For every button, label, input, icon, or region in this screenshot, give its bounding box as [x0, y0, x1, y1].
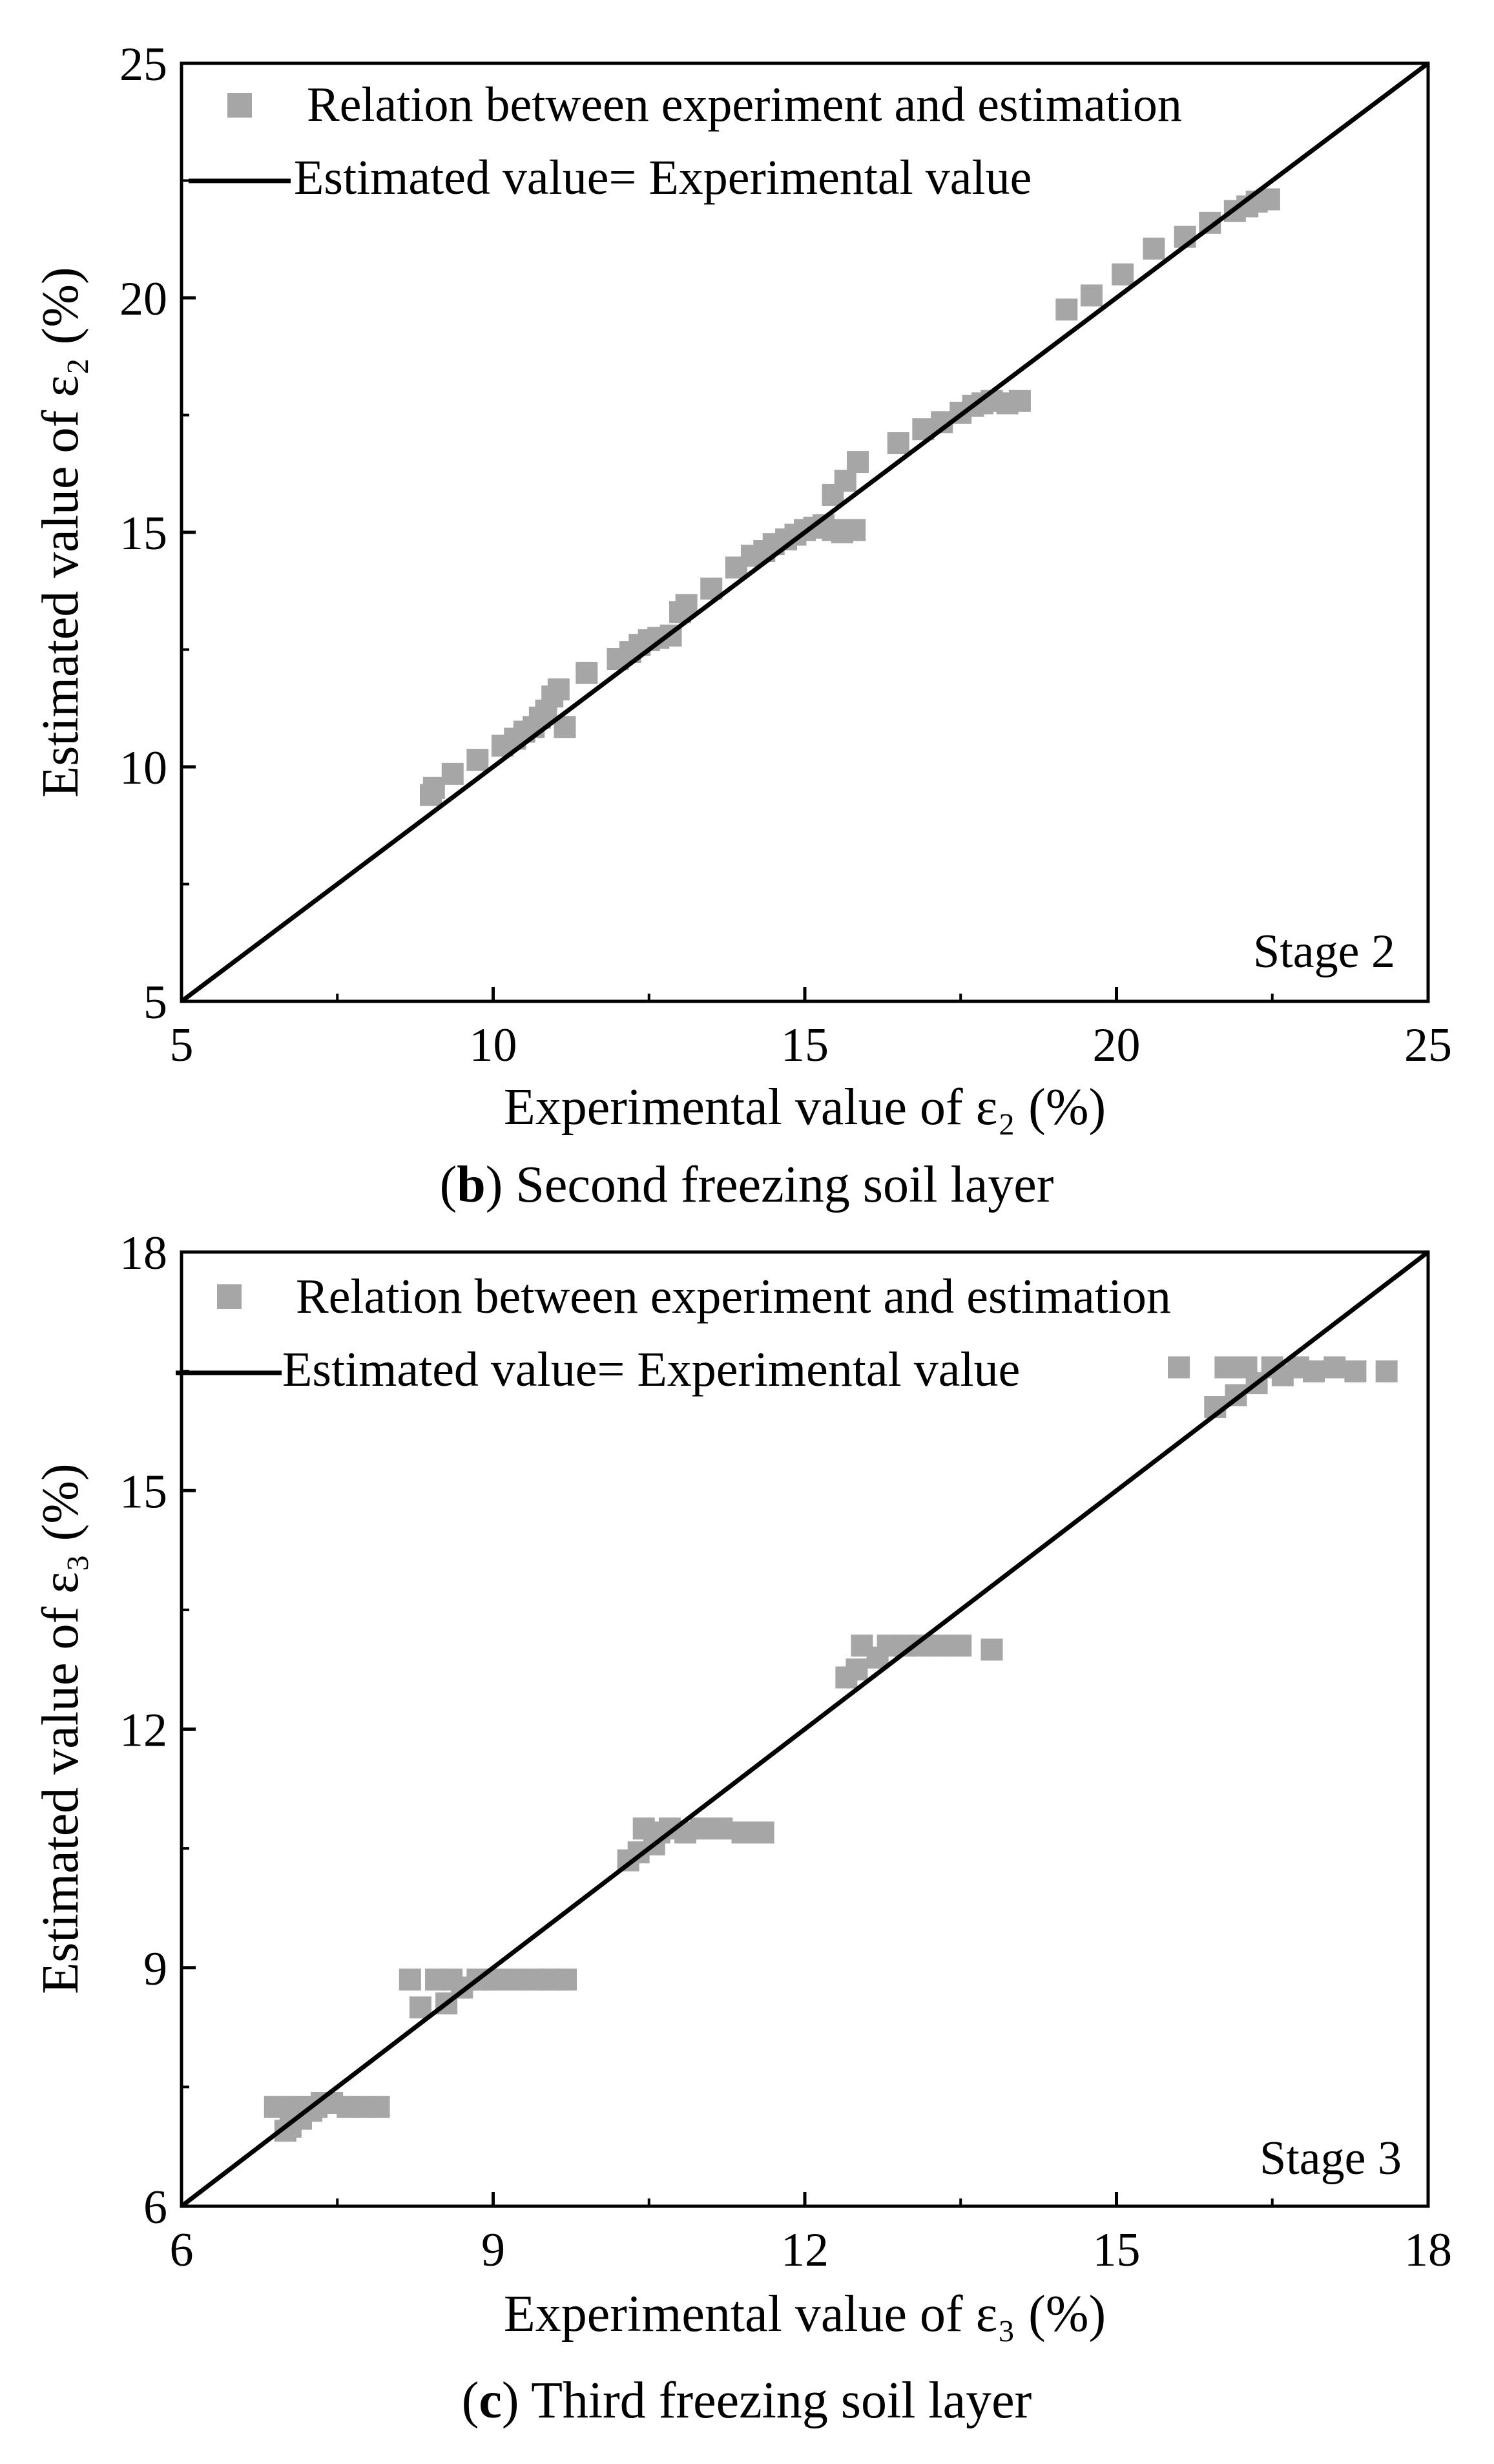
panel-b-data-point	[1258, 188, 1280, 211]
panel-c-x-tick-label: 6	[170, 2224, 194, 2277]
panel-c-y-tick-label: 15	[119, 1465, 167, 1518]
panel-b-x-tick-label: 20	[1093, 1019, 1141, 1072]
panel-c-y-axis-label: Estimated value of ε₃ (%)	[32, 1463, 89, 1994]
panel-b-data-point	[1008, 390, 1031, 412]
panel-b-data-point	[422, 777, 445, 799]
panel-b-data-point	[1055, 298, 1078, 321]
panel-b-caption-text: Second freezing soil layer	[515, 1156, 1053, 1213]
panel-c-tick-labels: 66 9 9 12 12 15 15 18 18	[119, 1227, 1452, 2277]
panel-c-data-point	[1323, 1356, 1346, 1379]
chart-panel-c: 66 9 9 12 12 15 15 18 18 Relation between experi…	[32, 1227, 1452, 2429]
panel-c-x-tick-label: 12	[781, 2224, 829, 2277]
panel-b-y-tick-label: 5	[143, 976, 167, 1029]
panel-b-stage-label: Stage 2	[1253, 925, 1395, 978]
panel-c-scatter-points	[264, 1356, 1398, 2142]
panel-c-data-point	[949, 1634, 972, 1657]
panel-c-caption-text: Third freezing soil layer	[531, 2372, 1032, 2429]
panel-b-x-tick-label: 15	[781, 1019, 829, 1072]
panel-b-x-tick-label: 25	[1404, 1019, 1452, 1072]
panel-b-tick-labels: 55 10 10 15 15 20 20 25 25	[119, 38, 1452, 1072]
panel-c-y-tick-label: 9	[143, 1943, 167, 1996]
panel-b-caption-letter: b	[457, 1156, 486, 1213]
panel-c-x-tick-label: 15	[1093, 2224, 1141, 2277]
panel-c-x-tick-label: 9	[481, 2224, 505, 2277]
panel-c-x-axis-label: Experimental value of ε₃ (%)	[504, 2286, 1106, 2343]
panel-b-x-tick-label: 10	[470, 1019, 517, 1072]
panel-c-y-tick-label: 18	[119, 1227, 167, 1280]
panel-c-reference-line	[180, 1250, 1430, 2208]
panel-b-data-point	[547, 678, 570, 701]
panel-c-data-point	[731, 1821, 754, 1844]
panel-c-data-point	[264, 2096, 286, 2118]
panel-b-legend-line-label: Estimated value= Experimental value	[294, 151, 1032, 205]
panel-c-data-point	[690, 1817, 712, 1840]
panel-b-plot-frame	[180, 61, 1430, 1003]
panel-b-y-tick-label: 25	[119, 38, 167, 91]
panel-c-data-point	[846, 1658, 868, 1681]
panel-b-y-axis-label: Estimated value of ε₂ (%)	[32, 267, 89, 797]
panel-c-legend-marker-swatch	[217, 1284, 242, 1309]
panel-b-reference-line	[180, 61, 1430, 1003]
panel-b-legend-scatter-label: Relation between experiment and estimati…	[307, 78, 1182, 132]
panel-c-data-point	[1375, 1360, 1398, 1383]
panel-c-data-point	[711, 1817, 733, 1840]
panel-b-data-point	[675, 594, 698, 616]
panel-c-data-point	[1168, 1356, 1190, 1379]
panel-c-plot-frame	[180, 1250, 1430, 2208]
panel-b-data-point	[1080, 284, 1103, 307]
panel-c-data-point	[929, 1634, 951, 1657]
panel-c-y-tick-label: 6	[143, 2181, 167, 2234]
panel-b-data-point	[466, 749, 489, 771]
panel-c-data-point	[409, 1996, 431, 2019]
panel-c-caption: (c) Third freezing soil layer	[462, 2372, 1032, 2429]
panel-c-data-point	[555, 1968, 577, 1991]
panel-b-data-point	[847, 451, 869, 474]
panel-c-data-point	[503, 1968, 525, 1991]
panel-b-data-point	[1112, 263, 1134, 286]
panel-c-data-point	[752, 1821, 774, 1844]
chart-panel-b: 55 10 10 15 15 20 20 25 25 Relation between expe…	[32, 38, 1452, 1213]
panel-b-x-axis-label: Experimental value of ε₂ (%)	[504, 1079, 1106, 1136]
panel-c-caption-letter: c	[479, 2372, 502, 2429]
panel-c-legend-scatter-label: Relation between experiment and estimati…	[296, 1269, 1171, 1324]
panel-b-x-tick-label: 5	[170, 1019, 194, 1072]
panel-c-x-tick-label: 18	[1404, 2224, 1452, 2277]
panel-c-data-point	[399, 1968, 421, 1991]
panel-b-y-tick-label: 15	[119, 507, 167, 560]
panel-c-data-point	[1214, 1356, 1237, 1379]
panel-c-data-point	[1303, 1360, 1325, 1383]
panel-b-data-point	[1143, 237, 1165, 260]
panel-c-data-point	[1344, 1360, 1367, 1383]
panel-b-data-point	[844, 519, 866, 541]
panel-b-data-point	[887, 432, 909, 455]
panel-c-legend-line-label: Estimated value= Experimental value	[282, 1342, 1020, 1397]
panel-b-caption: (b) Second freezing soil layer	[440, 1156, 1054, 1213]
panel-c-stage-label: Stage 3	[1260, 2132, 1402, 2185]
panel-b-y-tick-label: 20	[119, 273, 167, 326]
panel-b-data-point	[441, 762, 464, 785]
panel-c-y-tick-label: 12	[119, 1704, 167, 1757]
panel-c-data-point	[368, 2096, 390, 2118]
panel-b-data-point	[576, 662, 598, 684]
panel-b-data-point	[834, 470, 856, 492]
panel-c-data-point	[980, 1638, 1003, 1661]
panel-b-legend-marker-swatch	[227, 93, 252, 118]
panel-b-y-tick-label: 10	[119, 742, 167, 795]
